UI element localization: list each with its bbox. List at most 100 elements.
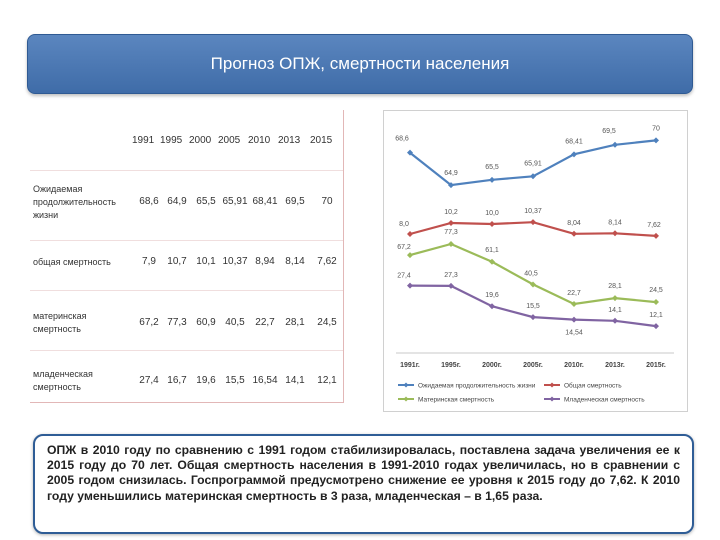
chart-panel: 1991г. 1995г. 2000г. 2005г. 2010г. 2013г. 2015… <box>383 110 688 412</box>
table-cell: 65,91 <box>222 196 248 207</box>
table-cell: 68,41 <box>252 196 278 207</box>
table-row-divider <box>30 290 343 291</box>
data-label: 68,6 <box>395 136 409 143</box>
data-point <box>407 252 413 259</box>
data-point <box>612 230 618 237</box>
x-tick-label: 2000г. <box>482 362 502 369</box>
data-label: 14,54 <box>565 330 583 337</box>
data-table <box>30 110 344 403</box>
table-year-header: 2010 <box>248 135 271 146</box>
table-cell: 7,9 <box>142 256 156 267</box>
table-cell: 12,1 <box>317 375 337 386</box>
data-label: 69,5 <box>602 128 616 135</box>
data-point <box>407 282 413 289</box>
table-row-divider <box>30 240 343 241</box>
data-label: 27,4 <box>397 273 411 280</box>
table-cell: 68,6 <box>139 196 159 207</box>
x-tick-label: 1991г. <box>400 362 420 369</box>
table-cell: 70 <box>321 196 333 207</box>
data-point <box>653 323 659 330</box>
data-point <box>489 176 495 183</box>
data-point <box>571 301 577 308</box>
table-cell: 69,5 <box>285 196 305 207</box>
data-label: 24,5 <box>649 287 663 294</box>
legend-marker <box>549 382 555 388</box>
summary-box: ОПЖ в 2010 году по сравнению с 1991 годо… <box>33 434 694 534</box>
legend-marker <box>403 396 409 402</box>
table-row-label: Ожидаемая продолжительность жизни <box>33 183 116 220</box>
data-label: 61,1 <box>485 247 499 254</box>
title-banner: Прогноз ОПЖ, смертности населения <box>27 34 693 94</box>
table-cell: 16,54 <box>252 375 278 386</box>
data-label: 67,2 <box>397 244 411 251</box>
data-point <box>612 295 618 302</box>
table-cell: 64,9 <box>167 196 187 207</box>
summary-text: ОПЖ в 2010 году по сравнению с 1991 годо… <box>47 443 680 503</box>
table-cell: 19,6 <box>196 375 216 386</box>
data-point <box>530 281 536 288</box>
data-label: 65,91 <box>524 160 542 167</box>
data-point <box>530 173 536 180</box>
x-tick-label: 2010г. <box>564 362 584 369</box>
legend-label: Младенческая смертность <box>564 397 645 404</box>
data-label: 10,0 <box>485 210 499 217</box>
data-point <box>489 258 495 265</box>
x-tick-label: 2015г. <box>646 362 666 369</box>
legend-marker <box>403 382 409 388</box>
table-row-label: общая смертность <box>33 256 111 267</box>
table-cell: 8,14 <box>285 256 305 267</box>
data-point <box>448 220 454 226</box>
table-cell: 65,5 <box>196 196 216 207</box>
data-label: 7,62 <box>647 222 661 229</box>
data-point <box>530 314 536 321</box>
data-label: 64,9 <box>444 170 458 177</box>
table-cell: 8,94 <box>255 256 275 267</box>
data-label: 10,2 <box>444 209 458 216</box>
data-point <box>448 282 454 289</box>
data-point <box>407 149 413 156</box>
table-row-label: материнская смертность <box>33 311 87 334</box>
data-label: 65,5 <box>485 164 499 171</box>
data-point <box>653 137 659 144</box>
data-label: 10,37 <box>524 208 542 215</box>
table-cell: 24,5 <box>317 317 337 328</box>
data-point <box>448 240 454 247</box>
table-year-header: 1995 <box>160 135 183 146</box>
line-chart: 1991г. 1995г. 2000г. 2005г. 2010г. 2013г. 2015… <box>395 125 674 404</box>
data-label: 40,5 <box>524 270 538 277</box>
table-cell: 40,5 <box>225 317 245 328</box>
data-label: 12,1 <box>649 312 663 319</box>
data-point <box>653 299 659 306</box>
data-label: 28,1 <box>608 283 622 290</box>
table-cell: 10,1 <box>196 256 216 267</box>
data-label: 8,14 <box>608 219 622 226</box>
data-point <box>571 151 577 158</box>
data-point <box>407 231 413 237</box>
table-cell: 15,5 <box>225 375 245 386</box>
table-cell: 22,7 <box>255 317 275 328</box>
table-cell: 7,62 <box>317 256 337 267</box>
data-label: 15,5 <box>526 303 540 310</box>
data-point <box>489 221 495 227</box>
table-row-divider <box>30 170 343 171</box>
x-tick-label: 2005г. <box>523 362 543 369</box>
table-year-header: 2000 <box>189 135 212 146</box>
legend-label: Общая смертность <box>564 382 622 390</box>
legend-marker <box>549 396 555 402</box>
data-label: 8,0 <box>399 221 409 228</box>
data-label: 70 <box>652 125 660 132</box>
table-year-header: 2005 <box>218 135 241 146</box>
data-label: 8,04 <box>567 220 581 227</box>
table-cell: 10,7 <box>167 256 187 267</box>
data-point <box>571 316 577 323</box>
table-cell: 27,4 <box>139 375 159 386</box>
data-label: 19,6 <box>485 292 499 299</box>
table-cell: 60,9 <box>196 317 216 328</box>
data-point <box>653 232 659 239</box>
table-row-label: младенческая смертность <box>33 369 93 392</box>
table-cell: 10,37 <box>222 256 248 267</box>
legend-label: Материнская смертность <box>418 397 495 404</box>
data-point <box>448 182 454 189</box>
table-cell: 28,1 <box>285 317 305 328</box>
table-year-header: 1991 <box>132 135 155 146</box>
